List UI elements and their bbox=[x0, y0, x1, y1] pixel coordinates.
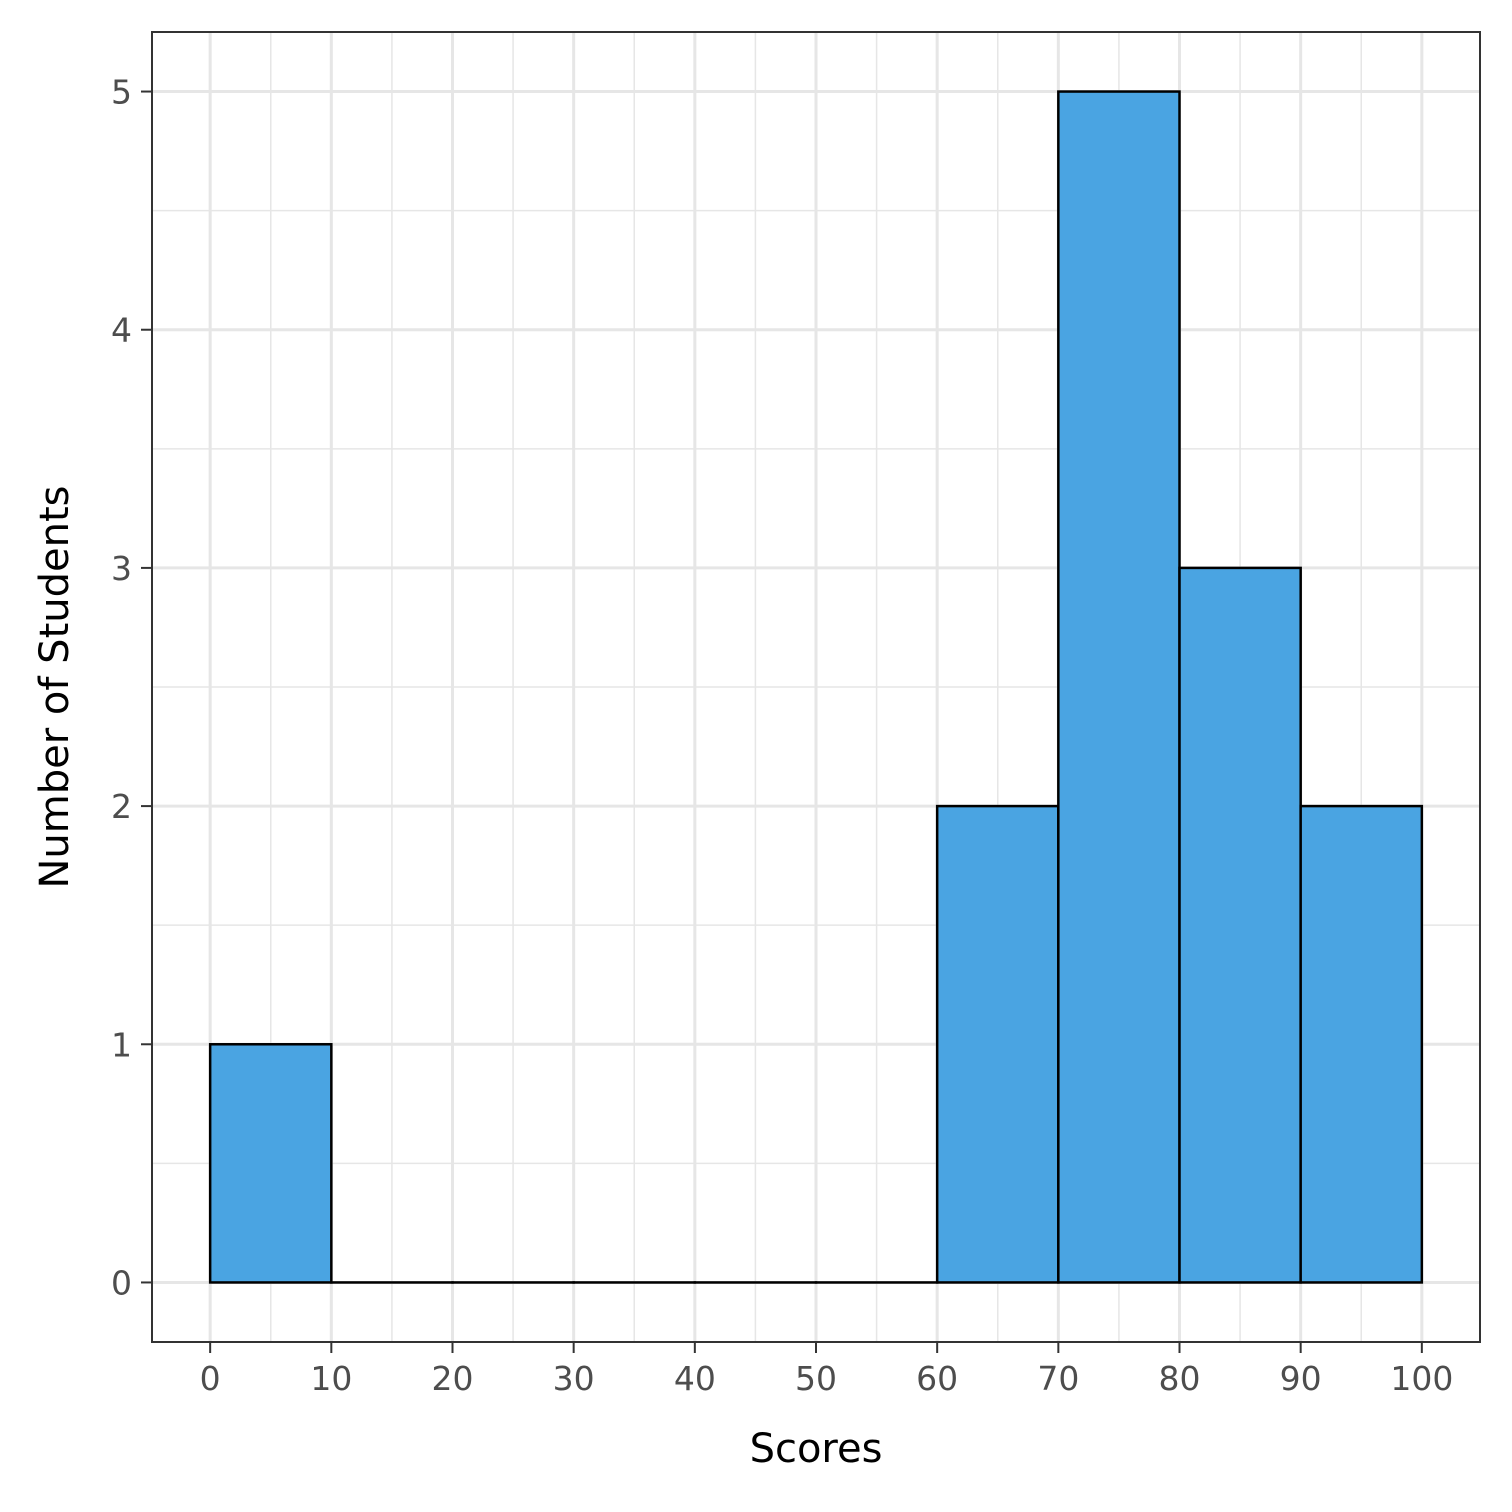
x-tick-label: 30 bbox=[553, 1359, 595, 1398]
x-tick-label: 60 bbox=[916, 1359, 958, 1398]
y-axis-ticks: 0 1 2 3 4 5 bbox=[111, 73, 152, 1302]
x-tick-label: 80 bbox=[1159, 1359, 1201, 1398]
x-tick-label: 50 bbox=[795, 1359, 837, 1398]
x-tick-label: 70 bbox=[1037, 1359, 1079, 1398]
x-tick-label: 10 bbox=[310, 1359, 352, 1398]
histogram-bar-7 bbox=[1057, 90, 1181, 1284]
histogram-bar-8 bbox=[1178, 566, 1302, 1284]
y-tick-label: 4 bbox=[111, 311, 132, 350]
x-tick-label: 0 bbox=[200, 1359, 221, 1398]
histogram-bar-9 bbox=[1299, 804, 1424, 1284]
x-axis-ticks: 0 10 20 30 40 50 60 70 80 90 100 bbox=[200, 1342, 1453, 1398]
x-tick-label: 100 bbox=[1390, 1359, 1453, 1398]
y-tick-label: 2 bbox=[111, 787, 132, 826]
histogram-bar-6 bbox=[935, 804, 1060, 1284]
histogram-bars bbox=[208, 90, 1424, 1284]
histogram-bar-0 bbox=[208, 1043, 333, 1284]
x-tick-label: 20 bbox=[431, 1359, 473, 1398]
x-tick-label: 40 bbox=[674, 1359, 716, 1398]
y-axis-title: Number of Students bbox=[32, 486, 78, 889]
x-tick-label: 90 bbox=[1280, 1359, 1322, 1398]
y-tick-label: 0 bbox=[111, 1263, 132, 1302]
y-tick-label: 3 bbox=[111, 549, 132, 588]
x-axis-title: Scores bbox=[750, 1426, 883, 1472]
y-tick-label: 1 bbox=[111, 1025, 132, 1064]
y-tick-label: 5 bbox=[111, 73, 132, 112]
